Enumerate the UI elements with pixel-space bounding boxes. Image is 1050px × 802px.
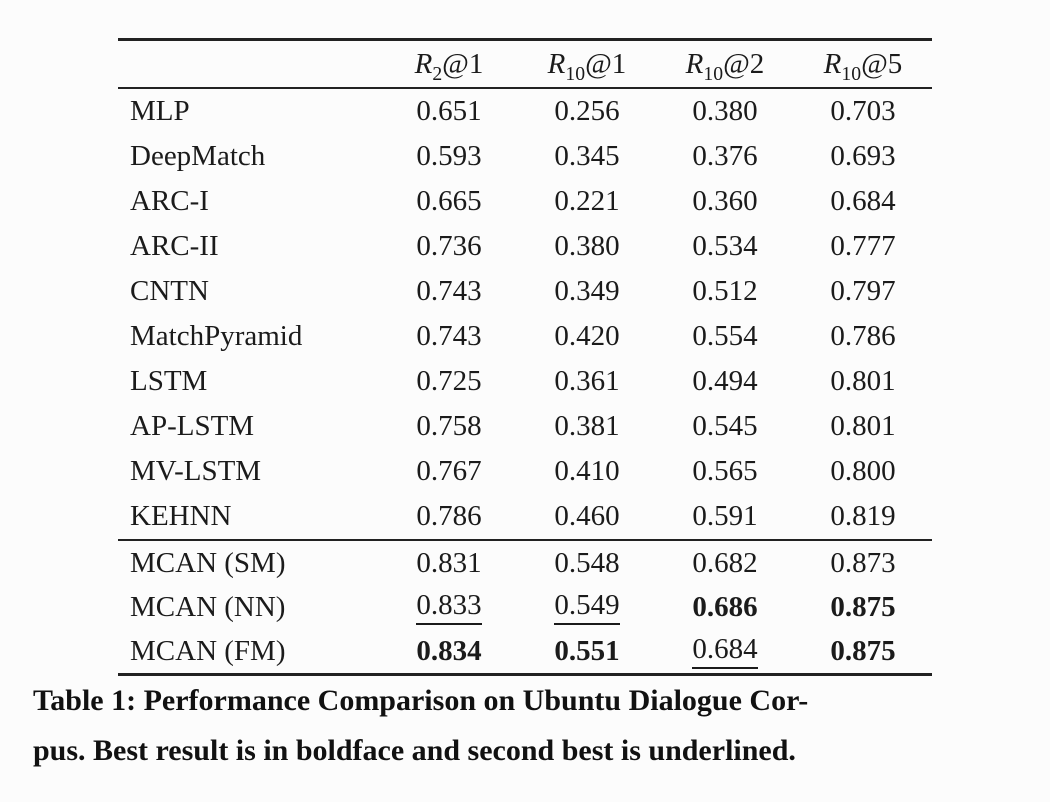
metric-value: 0.665 xyxy=(416,185,482,217)
metric-value: 0.380 xyxy=(692,95,758,127)
metric-value: 0.875 xyxy=(830,634,896,667)
metric-value: 0.360 xyxy=(692,185,758,217)
table-row-ap-lstm: AP-LSTM 0.758 0.381 0.545 0.801 xyxy=(118,404,932,449)
caption-line-2: pus. Best result is in boldface and seco… xyxy=(33,734,796,767)
column-header-r10at1: R10@1 xyxy=(547,47,627,85)
model-name: MCAN (FM) xyxy=(130,634,286,667)
table-header-rule xyxy=(118,87,932,89)
caption-line-1: Table 1: Performance Comparison on Ubunt… xyxy=(33,684,809,717)
metric-value: 0.494 xyxy=(692,365,758,397)
table-row-arc-ii: ARC-II 0.736 0.380 0.534 0.777 xyxy=(118,224,932,269)
metric-value: 0.221 xyxy=(554,185,620,217)
metric-value: 0.693 xyxy=(830,140,896,172)
model-name: MV-LSTM xyxy=(130,455,262,487)
metric-value: 0.684 xyxy=(830,185,896,217)
metric-value: 0.777 xyxy=(830,230,896,262)
metric-value: 0.801 xyxy=(830,410,896,442)
table-row-mv-lstm: MV-LSTM 0.767 0.410 0.565 0.800 xyxy=(118,449,932,494)
table-row-lstm: LSTM 0.725 0.361 0.494 0.801 xyxy=(118,359,932,404)
table-row-matchpyramid: MatchPyramid 0.743 0.420 0.554 0.786 xyxy=(118,314,932,359)
metric-value: 0.591 xyxy=(692,500,758,532)
table-row-kehnn: KEHNN 0.786 0.460 0.591 0.819 xyxy=(118,494,932,539)
metric-value: 0.831 xyxy=(416,546,482,579)
metric-value: 0.767 xyxy=(416,455,482,487)
table-caption: Table 1: Performance Comparison on Ubunt… xyxy=(33,676,1023,776)
model-name: ARC-II xyxy=(130,230,219,262)
metric-value: 0.410 xyxy=(554,455,620,487)
metric-value: 0.875 xyxy=(830,590,896,623)
column-header-r2at1: R2@1 xyxy=(414,47,484,85)
model-name: AP-LSTM xyxy=(130,410,255,442)
metric-value: 0.380 xyxy=(554,230,620,262)
metric-value: 0.686 xyxy=(692,590,758,623)
metric-value: 0.819 xyxy=(830,500,896,532)
metric-value: 0.545 xyxy=(692,410,758,442)
metric-value: 0.833 xyxy=(380,589,518,625)
performance-table: R2@1 R10@1 R10@2 R10@5 MLP 0.651 0.256 0… xyxy=(118,38,932,676)
metric-value: 0.834 xyxy=(416,634,482,667)
metric-value: 0.548 xyxy=(554,546,620,579)
model-name: MCAN (NN) xyxy=(130,590,286,623)
metric-value: 0.554 xyxy=(692,320,758,352)
table-row-deepmatch: DeepMatch 0.593 0.345 0.376 0.693 xyxy=(118,134,932,179)
metric-value: 0.684 xyxy=(656,633,794,669)
metric-value: 0.800 xyxy=(830,455,896,487)
metric-value: 0.743 xyxy=(416,320,482,352)
table-row-mcan-fm: MCAN (FM) 0.834 0.551 0.684 0.875 xyxy=(118,629,932,673)
metric-value: 0.758 xyxy=(416,410,482,442)
model-name: LSTM xyxy=(130,365,208,397)
metric-value: 0.797 xyxy=(830,275,896,307)
metric-value: 0.534 xyxy=(692,230,758,262)
metric-value: 0.420 xyxy=(554,320,620,352)
metric-value: 0.801 xyxy=(830,365,896,397)
metric-value: 0.551 xyxy=(554,634,620,667)
table-row-mcan-nn: MCAN (NN) 0.833 0.549 0.686 0.875 xyxy=(118,585,932,629)
metric-value: 0.651 xyxy=(416,95,482,127)
model-name: MCAN (SM) xyxy=(130,546,286,579)
metric-value: 0.349 xyxy=(554,275,620,307)
metric-value: 0.725 xyxy=(416,365,482,397)
metric-value: 0.873 xyxy=(830,546,896,579)
metric-value: 0.682 xyxy=(692,546,758,579)
metric-value: 0.345 xyxy=(554,140,620,172)
metric-value: 0.361 xyxy=(554,365,620,397)
table-row-cntn: CNTN 0.743 0.349 0.512 0.797 xyxy=(118,269,932,314)
metric-value: 0.381 xyxy=(554,410,620,442)
metric-value: 0.703 xyxy=(830,95,896,127)
model-name: KEHNN xyxy=(130,500,232,532)
metric-value: 0.512 xyxy=(692,275,758,307)
metric-value: 0.256 xyxy=(554,95,620,127)
table-mid-rule xyxy=(118,539,932,541)
table-row-mlp: MLP 0.651 0.256 0.380 0.703 xyxy=(118,89,932,134)
metric-value: 0.593 xyxy=(416,140,482,172)
column-header-r10at2: R10@2 xyxy=(685,47,765,85)
column-header-r10at5: R10@5 xyxy=(823,47,903,85)
metric-value: 0.786 xyxy=(830,320,896,352)
metric-value: 0.376 xyxy=(692,140,758,172)
model-name: DeepMatch xyxy=(130,140,266,172)
table-top-rule xyxy=(118,38,932,41)
metric-value: 0.460 xyxy=(554,500,620,532)
table-row-mcan-sm: MCAN (SM) 0.831 0.548 0.682 0.873 xyxy=(118,541,932,585)
table-row-arc-i: ARC-I 0.665 0.221 0.360 0.684 xyxy=(118,179,932,224)
metric-value: 0.565 xyxy=(692,455,758,487)
model-name: ARC-I xyxy=(130,185,209,217)
table-header-row: R2@1 R10@1 R10@2 R10@5 xyxy=(118,41,932,87)
model-name: CNTN xyxy=(130,275,209,307)
table-bottom-rule xyxy=(118,673,932,676)
metric-value: 0.786 xyxy=(416,500,482,532)
model-name: MatchPyramid xyxy=(130,320,303,352)
metric-value: 0.743 xyxy=(416,275,482,307)
model-name: MLP xyxy=(130,95,190,127)
metric-value: 0.549 xyxy=(518,589,656,625)
metric-value: 0.736 xyxy=(416,230,482,262)
